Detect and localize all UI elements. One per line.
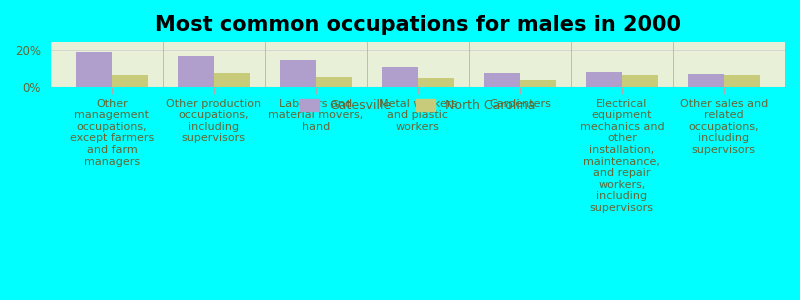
Bar <box>214 73 250 87</box>
Bar <box>622 75 658 87</box>
Title: Most common occupations for males in 2000: Most common occupations for males in 200… <box>155 15 681 35</box>
Bar <box>76 52 112 87</box>
Bar <box>484 73 520 87</box>
Bar <box>382 67 418 87</box>
Bar <box>178 56 214 87</box>
Bar <box>520 80 555 87</box>
Bar <box>724 75 759 87</box>
Bar <box>418 77 454 87</box>
Bar <box>316 76 351 87</box>
Legend: Gatesville, North Carolina: Gatesville, North Carolina <box>295 94 541 117</box>
Bar <box>688 74 724 87</box>
Bar <box>280 60 316 87</box>
Bar <box>112 75 148 87</box>
Bar <box>586 72 622 87</box>
